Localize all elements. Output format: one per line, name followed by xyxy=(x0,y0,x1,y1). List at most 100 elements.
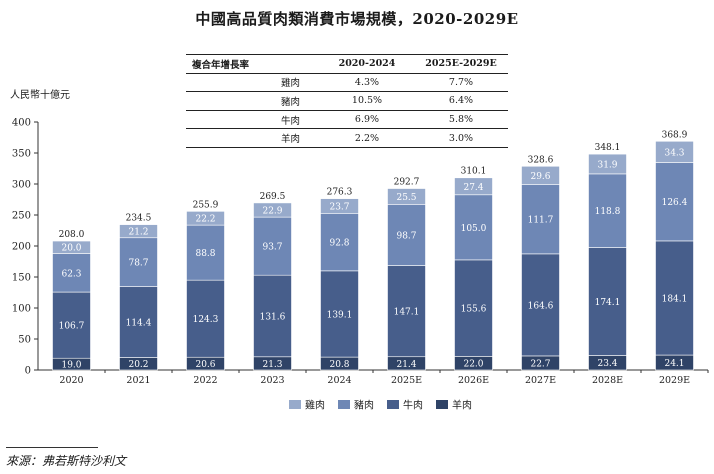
cagr-row: 豬肉 10.5% 6.4% xyxy=(186,91,508,111)
data-label: 34.3 xyxy=(664,148,684,158)
data-label: 21.2 xyxy=(128,228,148,238)
bar-segment xyxy=(253,356,292,371)
x-tick-label: 2024 xyxy=(327,375,351,386)
x-tick-label: 2023 xyxy=(260,375,284,386)
y-tick-label: 0 xyxy=(25,366,31,377)
bar-segment xyxy=(521,253,560,357)
total-label: 328.6 xyxy=(528,155,554,165)
y-axis-label: 人民幣十億元 xyxy=(10,90,70,101)
bar-segment xyxy=(320,213,359,272)
bar-segment xyxy=(119,224,158,239)
data-label: 24.1 xyxy=(664,359,684,369)
cagr-row: 雞肉 4.3% 7.7% xyxy=(186,73,508,93)
total-label: 348.1 xyxy=(595,143,621,153)
bar-segment xyxy=(521,165,560,185)
data-label: 21.3 xyxy=(262,360,282,370)
legend-label: 雞肉 xyxy=(305,399,325,412)
data-label: 131.6 xyxy=(260,312,286,322)
legend-label: 豬肉 xyxy=(354,399,374,412)
data-label: 155.6 xyxy=(461,305,487,315)
bar-segment xyxy=(186,279,225,358)
x-tick-label: 2027E xyxy=(525,375,556,386)
bar-segment xyxy=(387,188,426,205)
y-tick-label: 350 xyxy=(12,149,31,160)
bar-segment xyxy=(655,240,694,356)
cagr-value: 7.7% xyxy=(414,73,508,93)
data-label: 111.7 xyxy=(528,216,554,226)
cagr-row-label: 牛肉 xyxy=(186,110,320,130)
total-label: 255.9 xyxy=(193,200,219,210)
data-label: 118.8 xyxy=(595,207,621,217)
legend-swatch xyxy=(338,400,350,409)
total-label: 310.1 xyxy=(461,167,487,177)
data-label: 147.1 xyxy=(394,308,420,318)
cagr-row: 羊肉 2.2% 3.0% xyxy=(186,128,508,148)
total-label: 208.0 xyxy=(59,230,85,240)
bar-segment xyxy=(588,173,627,248)
bar-segment xyxy=(253,216,292,276)
bar-segment xyxy=(588,153,627,175)
data-label: 184.1 xyxy=(662,294,688,304)
cagr-value: 6.9% xyxy=(320,110,414,130)
x-tick-label: 2021 xyxy=(126,375,150,386)
bar-segment xyxy=(119,286,158,358)
total-label: 368.9 xyxy=(662,130,688,140)
bar-segment xyxy=(52,291,91,359)
data-label: 20.8 xyxy=(329,360,349,370)
data-label: 23.7 xyxy=(329,202,349,212)
bar-segment xyxy=(588,247,627,356)
bar-segment xyxy=(186,211,225,226)
data-label: 126.4 xyxy=(662,198,688,208)
bar-segment xyxy=(521,355,560,371)
bar-segment xyxy=(454,356,493,371)
y-tick-label: 400 xyxy=(12,118,31,129)
cagr-value: 10.5% xyxy=(320,91,414,111)
bar-segment xyxy=(655,140,694,163)
bar-segment xyxy=(655,354,694,371)
cagr-header-row: 複合年增長率 2020-2024 2025E-2029E xyxy=(186,54,508,74)
y-tick-label: 100 xyxy=(12,304,31,315)
bar-segment xyxy=(521,184,560,255)
data-label: 27.4 xyxy=(463,183,483,193)
bar-segment xyxy=(253,274,292,358)
bar-segment xyxy=(52,240,91,254)
x-tick-label: 2022 xyxy=(193,375,217,386)
data-label: 114.4 xyxy=(126,319,152,329)
cagr-value: 2.2% xyxy=(320,128,414,148)
y-tick-label: 250 xyxy=(12,211,31,222)
data-label: 139.1 xyxy=(327,310,353,320)
data-label: 20.0 xyxy=(61,244,81,254)
chart-title: 中國高品質肉類消費市場規模，2020-2029E xyxy=(195,10,519,28)
bar-segment xyxy=(387,204,426,266)
data-label: 23.4 xyxy=(597,359,617,369)
cagr-header-period-2: 2025E-2029E xyxy=(414,54,508,74)
y-tick-label: 300 xyxy=(12,180,31,191)
legend-swatch xyxy=(436,400,448,409)
data-label: 31.9 xyxy=(597,161,617,171)
data-label: 78.7 xyxy=(128,259,148,269)
cagr-row-label: 豬肉 xyxy=(186,91,320,111)
x-tick-label: 2028E xyxy=(592,375,623,386)
data-label: 25.5 xyxy=(396,193,416,203)
bar-segment xyxy=(52,357,91,371)
data-label: 19.0 xyxy=(61,361,81,371)
bar-segment xyxy=(320,270,359,358)
total-label: 269.5 xyxy=(260,192,286,202)
bar-segment xyxy=(588,355,627,371)
bar-segment xyxy=(387,356,426,371)
data-label: 124.3 xyxy=(193,315,219,325)
bar-segment xyxy=(454,194,493,261)
data-label: 164.6 xyxy=(528,301,554,311)
bar-segment xyxy=(387,265,426,358)
data-label: 22.9 xyxy=(262,207,282,217)
bar-segment xyxy=(253,202,292,218)
x-tick-label: 2026E xyxy=(458,375,489,386)
total-label: 292.7 xyxy=(394,178,420,188)
data-label: 21.4 xyxy=(396,360,416,370)
cagr-row-label: 雞肉 xyxy=(186,73,320,93)
cagr-header-period-1: 2020-2024 xyxy=(320,54,414,74)
data-label: 92.8 xyxy=(329,239,349,249)
data-label: 29.6 xyxy=(530,172,550,182)
cagr-value: 5.8% xyxy=(414,110,508,130)
